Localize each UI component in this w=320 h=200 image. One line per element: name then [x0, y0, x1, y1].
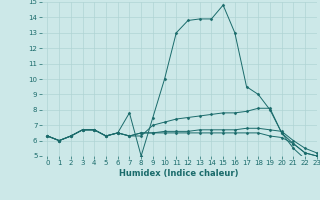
- X-axis label: Humidex (Indice chaleur): Humidex (Indice chaleur): [119, 169, 239, 178]
